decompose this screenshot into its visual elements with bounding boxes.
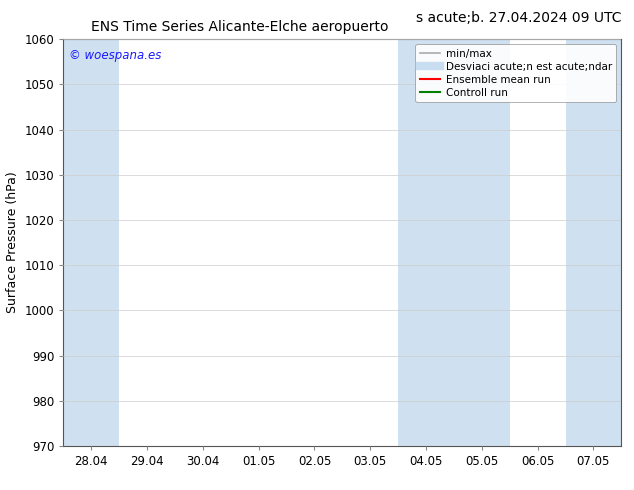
Text: © woespana.es: © woespana.es <box>69 49 162 62</box>
Y-axis label: Surface Pressure (hPa): Surface Pressure (hPa) <box>6 172 19 314</box>
Text: ENS Time Series Alicante-Elche aeropuerto: ENS Time Series Alicante-Elche aeropuert… <box>91 20 389 34</box>
Legend: min/max, Desviaci acute;n est acute;ndar, Ensemble mean run, Controll run: min/max, Desviaci acute;n est acute;ndar… <box>415 45 616 102</box>
Bar <box>63 39 119 446</box>
Bar <box>398 39 510 446</box>
Text: s acute;b. 27.04.2024 09 UTC: s acute;b. 27.04.2024 09 UTC <box>416 11 621 25</box>
Bar <box>566 39 621 446</box>
